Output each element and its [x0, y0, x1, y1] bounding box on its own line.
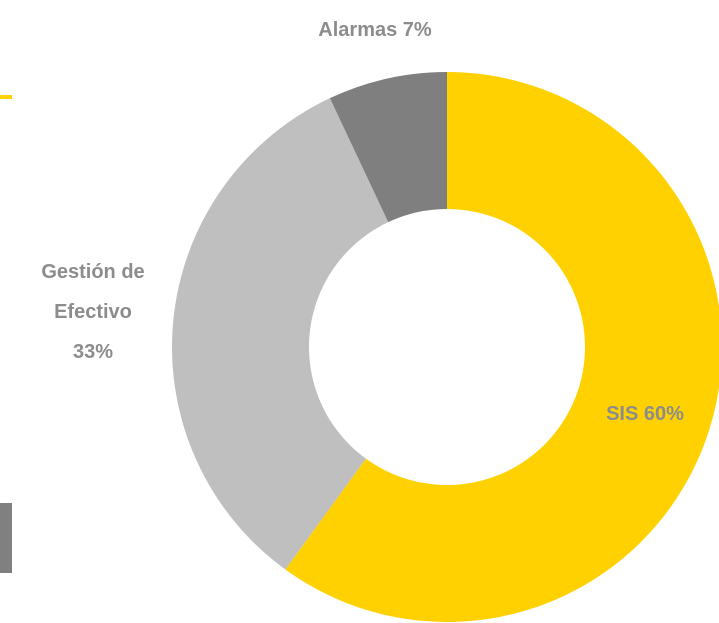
- data-label: Alarmas 7%: [280, 10, 470, 50]
- accent-block: [0, 503, 12, 573]
- label-name: Alarmas: [318, 19, 398, 41]
- accent-line: [0, 95, 12, 99]
- label-value: 7%: [402, 19, 432, 41]
- label-name: SIS: [606, 403, 639, 425]
- label-value: 60%: [643, 403, 684, 425]
- data-label: SIS 60%: [560, 394, 719, 434]
- donut-slice: [285, 72, 719, 622]
- label-value: 33%: [72, 341, 114, 363]
- data-label: Gestión de Efectivo 33%: [18, 252, 168, 372]
- donut-slice: [329, 72, 447, 223]
- label-name: Gestión de Efectivo: [41, 261, 145, 323]
- donut-slice: [172, 98, 389, 570]
